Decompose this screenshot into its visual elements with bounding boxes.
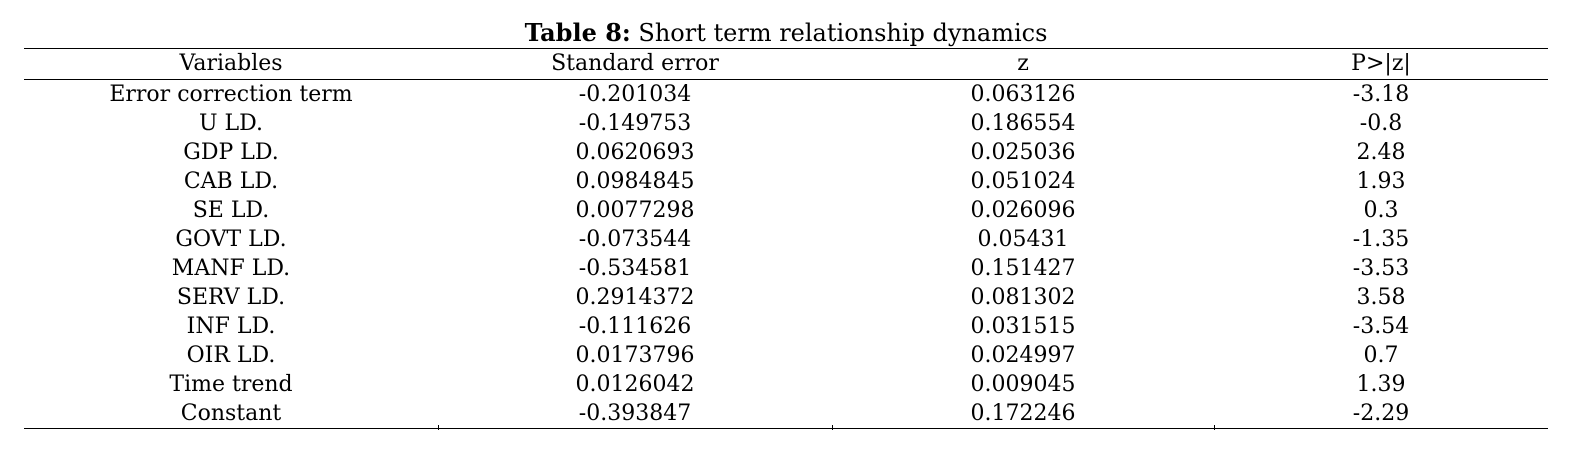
header-standard-error: Standard error [438,48,832,80]
cell-p-value: 0.3 [1363,198,1399,223]
table-row: Constant -0.393847 0.172246 -2.29 [24,399,1548,429]
cell-z: 0.151427 [970,256,1076,281]
cell-z: 0.031515 [970,314,1076,339]
cell-variable: OIR LD. [186,343,276,368]
table-header: Variables Standard error z P>|z| [24,48,1548,80]
table-row: U LD. -0.149753 0.186554 -0.8 [24,109,1548,138]
cell-p-value: -0.8 [1359,111,1403,136]
cell-p-value: -1.35 [1352,227,1410,252]
cell-variable: SE LD. [192,198,270,223]
cell-p-value: -2.29 [1214,399,1548,429]
cell-p-value: 1.93 [1356,169,1406,194]
table-row: MANF LD. -0.534581 0.151427 -3.53 [24,254,1548,283]
cell-z: 0.051024 [970,169,1076,194]
cell-z: 0.009045 [970,372,1076,397]
cell-p-value: 0.7 [1363,343,1399,368]
cell-variable: CAB LD. [183,169,279,194]
cell-z: 0.024997 [970,343,1076,368]
table-row: Time trend 0.0126042 0.009045 1.39 [24,370,1548,399]
column-divider-tick [1214,425,1215,430]
table-title: Short term relationship dynamics [638,19,1048,47]
cell-variable: U LD. [199,111,263,136]
cell-p-value: -3.18 [1352,82,1410,107]
cell-z: 0.186554 [970,111,1076,136]
table-row: OIR LD. 0.0173796 0.024997 0.7 [24,341,1548,370]
column-divider-tick [438,425,439,430]
cell-variable: MANF LD. [171,256,291,281]
cell-z: 0.172246 [832,399,1214,429]
table-row: CAB LD. 0.0984845 0.051024 1.93 [24,167,1548,196]
cell-variable: GOVT LD. [175,227,287,252]
header-p-value: P>|z| [1214,48,1548,80]
table-row: GOVT LD. -0.073544 0.05431 -1.35 [24,225,1548,254]
cell-variable: GDP LD. [183,140,279,165]
cell-variable: Time trend [169,372,293,397]
cell-standard-error: -0.393847 [438,399,832,429]
cell-standard-error: 0.0077298 [575,198,695,223]
results-table: Variables Standard error z P>|z| Error c… [24,48,1548,429]
table-caption: Table 8: Short term relationship dynamic… [0,18,1572,48]
header-variables: Variables [24,48,438,80]
table-number: Table 8: [524,18,631,47]
cell-variable: SERV LD. [176,285,286,310]
cell-z: 0.026096 [970,198,1076,223]
cell-variable: INF LD. [186,314,276,339]
table-row: SERV LD. 0.2914372 0.081302 3.58 [24,283,1548,312]
column-divider-tick [832,425,833,430]
cell-p-value: 3.58 [1356,285,1406,310]
header-z: z [832,48,1214,80]
cell-z: 0.025036 [970,140,1076,165]
cell-p-value: -3.54 [1352,314,1410,339]
cell-standard-error: 0.0173796 [575,343,695,368]
table-row: SE LD. 0.0077298 0.026096 0.3 [24,196,1548,225]
table-row: INF LD. -0.111626 0.031515 -3.54 [24,312,1548,341]
cell-standard-error: 0.0984845 [575,169,695,194]
cell-standard-error: -0.073544 [578,227,692,252]
cell-p-value: 1.39 [1356,372,1406,397]
cell-p-value: 2.48 [1356,140,1406,165]
cell-variable: Error correction term [109,82,353,107]
cell-p-value: -3.53 [1352,256,1410,281]
cell-variable: Constant [24,399,438,429]
table-row: Error correction term -0.201034 0.063126… [24,80,1548,110]
cell-standard-error: -0.201034 [578,82,692,107]
cell-z: 0.063126 [970,82,1076,107]
cell-standard-error: -0.534581 [578,256,692,281]
header-row: Variables Standard error z P>|z| [24,48,1548,80]
table-body: Error correction term -0.201034 0.063126… [24,80,1548,429]
cell-standard-error: 0.0620693 [575,140,695,165]
cell-standard-error: -0.149753 [578,111,692,136]
cell-z: 0.081302 [970,285,1076,310]
table-row: GDP LD. 0.0620693 0.025036 2.48 [24,138,1548,167]
cell-z: 0.05431 [977,227,1069,252]
cell-standard-error: 0.2914372 [575,285,695,310]
cell-standard-error: -0.111626 [578,314,692,339]
cell-standard-error: 0.0126042 [575,372,695,397]
